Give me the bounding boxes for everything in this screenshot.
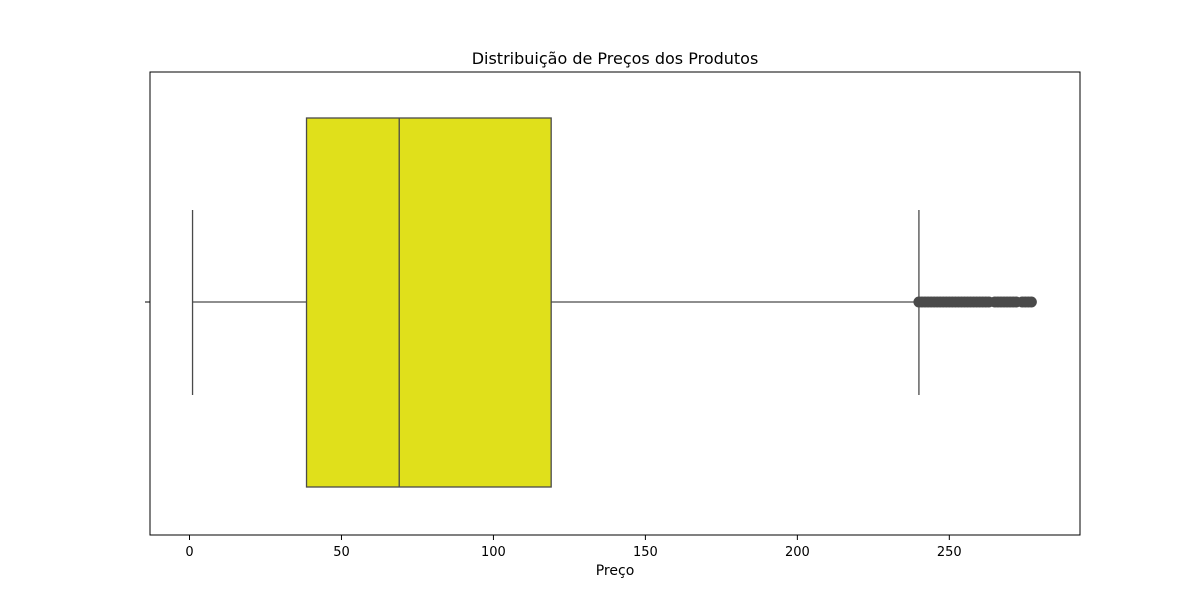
x-tick-label: 200 bbox=[785, 545, 810, 560]
plot-frame bbox=[149, 71, 1081, 536]
outlier-point bbox=[1025, 296, 1037, 308]
iqr-box bbox=[305, 117, 552, 488]
chart-title: Distribuição de Preços dos Produtos bbox=[472, 49, 759, 68]
x-tick-label: 100 bbox=[481, 545, 506, 560]
x-tick-label: 250 bbox=[937, 545, 962, 560]
x-tick-label: 0 bbox=[185, 545, 193, 560]
x-tick-label: 150 bbox=[633, 545, 658, 560]
x-tick-label: 50 bbox=[333, 545, 350, 560]
x-axis-label: Preço bbox=[596, 563, 635, 579]
